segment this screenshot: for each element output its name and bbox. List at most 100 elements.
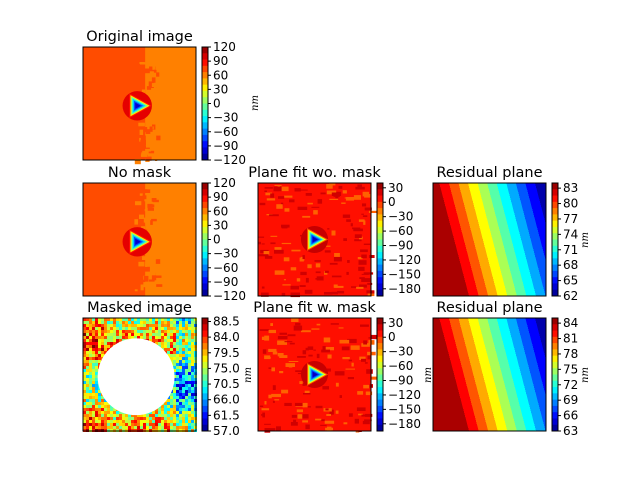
- colorbar-tick-label: 57.0: [213, 424, 240, 438]
- colorbar-tick-label: −90: [213, 275, 238, 289]
- colorbar-tick-label: 90: [213, 54, 228, 68]
- colorbar-tick-label: 30: [213, 82, 228, 96]
- colorbar-tick-label: 75.0: [213, 361, 240, 375]
- colorbar-tick-label: 88.5: [213, 314, 240, 328]
- colorbar-tick-label: 61.5: [213, 408, 240, 422]
- colorbar-tick-label: −30: [213, 111, 238, 125]
- colorbar-tick-label: 30: [388, 316, 403, 330]
- colorbar-tick-label: 30: [388, 181, 403, 195]
- unit-label: nm: [580, 232, 591, 248]
- colorbar-tick-label: 78: [563, 347, 578, 361]
- colorbar-tick-label: 72: [563, 378, 578, 392]
- colorbar: 88.5 84.0 79.575.0 70.5 66.061.5 57.0: [201, 314, 240, 438]
- colorbar-tick-label: 71: [563, 243, 578, 257]
- unit-label: nm: [423, 367, 434, 383]
- axes-frame: [82, 182, 197, 297]
- colorbar-tick-label: −180: [388, 417, 421, 431]
- axes-frame: [82, 46, 197, 161]
- colorbar-tick-label: 60: [213, 68, 228, 82]
- panel-title: Plane fit w. mask: [253, 300, 376, 316]
- heatmap-image: [433, 183, 546, 296]
- colorbar-tick-label: 0: [388, 330, 396, 344]
- unit-label: nm: [250, 95, 261, 111]
- colorbar-tick-label: 90: [213, 190, 228, 204]
- panel-plane-fit-w-mask: Plane fit w. mask300−30−60−90−120−150−18…: [253, 300, 434, 433]
- colorbar-tick-label: 60: [213, 204, 228, 218]
- colorbar-tick-label: −90: [388, 239, 413, 253]
- colorbar-tick-label: −60: [213, 125, 238, 139]
- colorbar-tick-label: −180: [388, 282, 421, 296]
- axes-frame: [432, 317, 547, 432]
- colorbar-tick-label: 81: [563, 332, 578, 346]
- colorbar: 300−30−60−90−120−150−180: [376, 181, 421, 297]
- colorbar-tick-label: 79.5: [213, 346, 240, 360]
- heatmap-image: [83, 47, 196, 165]
- colorbar: 300−30−60−90−120−150−180: [376, 316, 421, 432]
- axes-frame: [257, 182, 372, 297]
- colorbar-tick-label: 84: [563, 316, 578, 330]
- colorbar-tick-label: −120: [213, 289, 246, 303]
- colorbar-tick-label: 84.0: [213, 330, 240, 344]
- colorbar-tick-label: 65: [563, 274, 578, 288]
- colorbar-tick-label: 0: [213, 233, 221, 247]
- colorbar-tick-label: −120: [213, 153, 246, 167]
- colorbar-tick-label: −150: [388, 402, 421, 416]
- colorbar-tick-label: 66.0: [213, 393, 240, 407]
- colorbar-tick-label: −30: [213, 247, 238, 261]
- colorbar-tick-label: 70.5: [213, 377, 240, 391]
- panel-plane-fit-wo-mask: Plane fit wo. mask300−30−60−90−120−150−1…: [248, 165, 421, 298]
- colorbar-tick-label: 120: [213, 176, 236, 190]
- panel-masked-image: Masked image 88.5 84.0 79.575.0 70.5 66.061.5…: [82, 300, 254, 438]
- colorbar-tick-label: 0: [388, 195, 396, 209]
- panel-title: Original image: [86, 29, 193, 45]
- colorbar-tick-label: −90: [213, 139, 238, 153]
- panel-title: Residual plane: [436, 165, 542, 181]
- heatmap-image: [433, 318, 546, 431]
- colorbar-tick-label: 83: [563, 181, 578, 195]
- unit-label: nm: [580, 367, 591, 383]
- colorbar-tick-label: 68: [563, 258, 578, 272]
- colorbar-tick-label: −60: [388, 224, 413, 238]
- colorbar-tick-label: 120: [213, 40, 236, 54]
- colorbar-tick-label: 75: [563, 362, 578, 376]
- colorbar-tick-label: 69: [563, 393, 578, 407]
- colorbar-tick-label: 74: [563, 227, 578, 241]
- colorbar-tick-label: −60: [213, 261, 238, 275]
- colorbar-tick-label: −60: [388, 359, 413, 373]
- colorbar-tick-label: 66: [563, 409, 578, 423]
- colorbar-tick-label: 30: [213, 218, 228, 232]
- colorbar-tick-label: −30: [388, 345, 413, 359]
- colorbar-tick-label: 77: [563, 212, 578, 226]
- axes-frame: [257, 317, 372, 432]
- colorbar-tick-label: 80: [563, 197, 578, 211]
- colorbar-tick-label: −90: [388, 374, 413, 388]
- colorbar-tick-label: 0: [213, 97, 221, 111]
- colorbar-tick-label: −150: [388, 267, 421, 281]
- panel-title: Residual plane: [436, 300, 542, 316]
- unit-label: nm: [243, 367, 254, 383]
- colorbar-tick-label: −120: [388, 253, 421, 267]
- axes-frame: [82, 317, 197, 432]
- panel-title: Plane fit wo. mask: [248, 165, 381, 181]
- panel-title: Masked image: [87, 300, 192, 316]
- heatmap-image: [258, 183, 378, 298]
- colorbar-tick-label: −120: [388, 388, 421, 402]
- heatmap-image: [258, 318, 380, 433]
- axes-frame: [432, 182, 547, 297]
- colorbar-tick-label: −30: [388, 210, 413, 224]
- heatmap-image: [83, 183, 196, 296]
- heatmap-image: [83, 318, 197, 432]
- colorbar-tick-label: 62: [563, 289, 578, 303]
- panel-title: No mask: [108, 165, 172, 181]
- colorbar-tick-label: 63: [563, 424, 578, 438]
